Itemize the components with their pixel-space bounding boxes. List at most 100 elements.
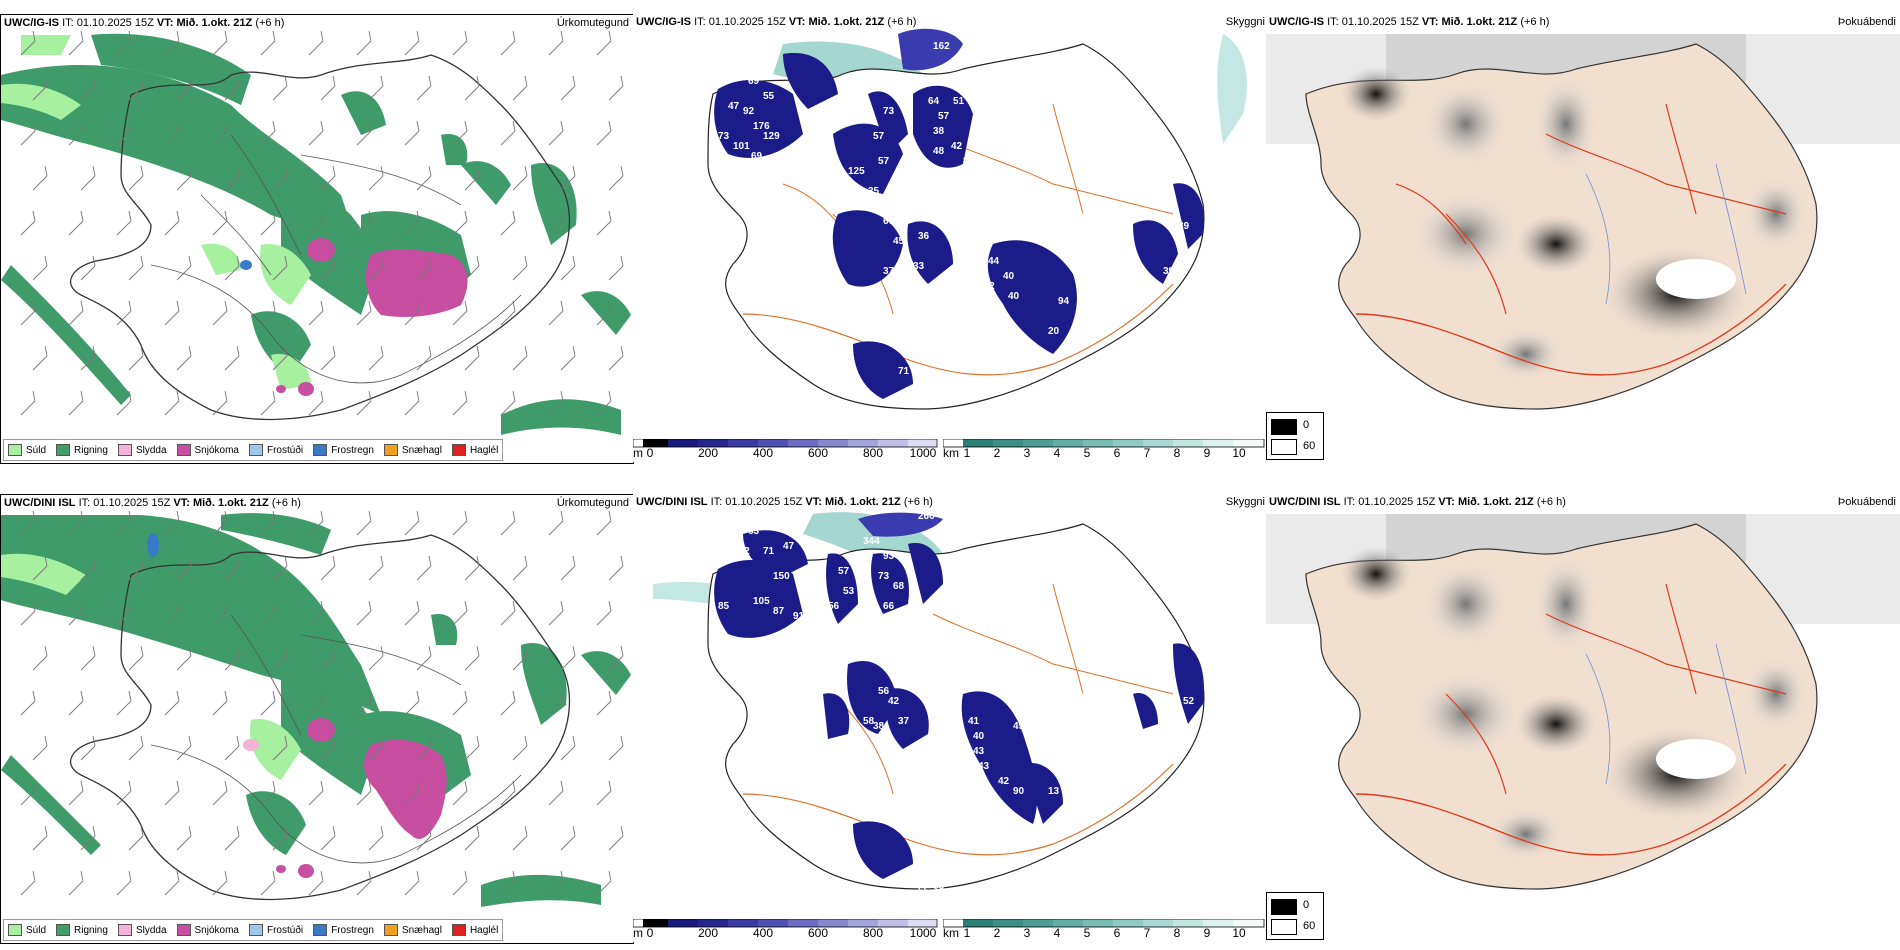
cloud-ceiling-label: 33: [913, 261, 925, 272]
wind-barb: [452, 300, 468, 326]
cloud-ceiling-label: 46: [913, 896, 925, 907]
wind-barb: [260, 300, 276, 326]
wind-barb: [404, 390, 420, 416]
cloud-ceiling-label: 84: [803, 586, 815, 597]
cloud-ceiling-label: 35: [868, 186, 880, 197]
wind-barb: [548, 30, 564, 56]
cloud-ceiling-label: 129: [763, 131, 780, 142]
wind-barb: [608, 735, 624, 761]
cloud-ceiling-label: 57: [878, 156, 890, 167]
ceiling-colorbar-1: m 0 200 400 600 800 1000: [632, 436, 938, 462]
cloud-ceiling-label: 55: [763, 91, 775, 102]
wind-barb: [512, 645, 528, 671]
ceiling-tick: 0: [646, 926, 654, 940]
cloud-ceiling-label: 344: [863, 536, 880, 547]
wind-barb: [560, 555, 576, 581]
wind-barb: [320, 255, 336, 281]
legend-item-snow: Snjókoma: [176, 924, 239, 936]
wind-barb: [176, 255, 192, 281]
cloud-ceiling-label: 57: [838, 566, 850, 577]
cloud-ceiling-label: 42: [998, 776, 1010, 787]
wind-barb: [212, 690, 228, 716]
precip-map-2: [1, 495, 633, 943]
wind-barb: [272, 75, 288, 101]
wind-barb: [20, 210, 36, 236]
wind-barb: [416, 345, 432, 371]
wind-barb: [368, 555, 384, 581]
wind-barb: [20, 300, 36, 326]
wind-barb: [308, 510, 324, 536]
fog-header-1: UWC/IG-IS IT: 01.10.2025 15Z VT: Mið. 1.…: [1269, 16, 1550, 28]
cloud-panel-1: 69 55 47 92 176 73 129 101 69 68 125 120 57 73 57 64 51 5…: [633, 14, 1265, 462]
legend-item-rain: Rigning: [56, 924, 108, 936]
cloud-panel-2: 63 102 71 47 150 84 85 105 87 91 57 53 56 76 93 73 68 66 6…: [633, 494, 1265, 942]
cloud-ceiling-label: 66: [883, 601, 895, 612]
legend-item-hail: Haglél: [451, 924, 498, 936]
wind-barb: [356, 510, 372, 536]
cloud-ceiling-label: 23: [1033, 836, 1045, 847]
wind-barb: [164, 300, 180, 326]
wind-barb: [608, 345, 624, 371]
fog-label-0: 0: [1303, 419, 1310, 431]
wind-barb: [596, 870, 612, 896]
cloud-ceiling-label: 13: [1048, 786, 1060, 797]
cloud-ceiling-label: 91: [793, 611, 805, 622]
cloud-ceiling-label: 176: [753, 121, 770, 132]
cloud-title-1: Skyggni: [1225, 16, 1265, 28]
wind-barb: [548, 600, 564, 626]
wind-barb: [560, 75, 576, 101]
wind-barb: [308, 120, 324, 146]
wind-barb: [416, 255, 432, 281]
wind-barb: [116, 690, 132, 716]
cloud-ceiling-label: 49: [1128, 281, 1140, 292]
wind-barb: [548, 690, 564, 716]
wind-barb: [320, 75, 336, 101]
wind-barb: [212, 870, 228, 896]
wind-barb: [464, 345, 480, 371]
fog-map-1: [1266, 34, 1900, 410]
fog-map-2: [1266, 514, 1900, 890]
wind-barb: [500, 600, 516, 626]
visibility-tick: 7: [1143, 446, 1151, 460]
fog-swatch-0: [1271, 419, 1297, 435]
cloud-ceiling-label: 56: [878, 686, 890, 697]
wind-barb: [356, 30, 372, 56]
wind-barb: [20, 780, 36, 806]
cloud-ceiling-label: 90: [1013, 786, 1025, 797]
legend-item-rain: Rigning: [56, 444, 108, 456]
visibility-tick: 4: [1053, 446, 1061, 460]
wind-barb: [404, 30, 420, 56]
ceiling-unit: m: [633, 926, 643, 940]
wind-barb: [320, 645, 336, 671]
cloud-ceiling-label: 57: [938, 111, 950, 122]
wind-barb: [20, 600, 36, 626]
cloud-ceiling-label: 51: [953, 96, 965, 107]
visibility-tick: 5: [1083, 926, 1091, 940]
cloud-ceiling-label: 36: [918, 231, 930, 242]
wind-barb: [20, 390, 36, 416]
cloud-ceiling-label: 69: [748, 76, 760, 87]
wind-barb: [368, 645, 384, 671]
wind-barb: [272, 735, 288, 761]
wind-barb: [224, 555, 240, 581]
precip-panel-2: UWC/DINI ISL IT: 01.10.2025 15Z VT: Mið.…: [0, 494, 634, 944]
cloud-ceiling-label: 44: [988, 256, 1000, 267]
wind-barb: [116, 510, 132, 536]
wind-barb: [80, 825, 96, 851]
wind-barb: [500, 30, 516, 56]
wind-barb: [404, 300, 420, 326]
wind-barb: [260, 690, 276, 716]
cloud-ceiling-label: 53: [843, 586, 855, 597]
wind-barb: [20, 690, 36, 716]
wind-barb: [164, 120, 180, 146]
wind-barb: [452, 510, 468, 536]
cloud-ceiling-label: 49: [1013, 721, 1025, 732]
wind-barb: [212, 210, 228, 236]
cloud-ceiling-label: 150: [773, 571, 790, 582]
wind-barb: [176, 345, 192, 371]
wind-barb: [464, 555, 480, 581]
cloud-title-2: Skyggni: [1225, 496, 1265, 508]
cloud-ceiling-label: 40: [973, 731, 985, 742]
ceiling-tick: 800: [862, 926, 884, 940]
wind-barb: [596, 690, 612, 716]
